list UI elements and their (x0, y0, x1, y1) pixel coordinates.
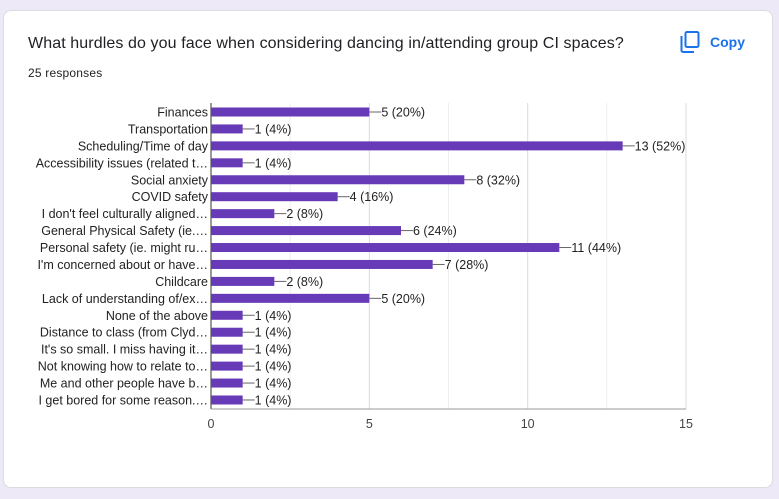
value-label: 1 (4%) (255, 309, 292, 323)
category-label: General Physical Safety (ie.… (41, 224, 208, 238)
bar (211, 276, 275, 286)
bar (211, 310, 243, 320)
value-label: 1 (4%) (255, 360, 292, 374)
category-label: Distance to class (from Clyd… (40, 326, 208, 340)
question-title: What hurdles do you face when considerin… (28, 35, 624, 52)
bar (211, 344, 243, 354)
category-label: It's so small. I miss having it… (41, 343, 208, 357)
category-label: I get bored for some reason.… (38, 393, 208, 407)
value-label: 1 (4%) (255, 156, 292, 170)
copy-icon (680, 31, 700, 53)
category-label: Transportation (128, 122, 208, 136)
value-label: 11 (44%) (571, 241, 621, 255)
bar (211, 107, 370, 117)
copy-button[interactable]: Copy (676, 29, 749, 55)
category-label: Finances (157, 106, 208, 120)
category-label: Accessibility issues (related t… (36, 156, 208, 170)
value-label: 1 (4%) (255, 122, 292, 136)
value-label: 7 (28%) (445, 258, 489, 272)
bar (211, 293, 370, 303)
category-label: Lack of understanding of/ex… (42, 292, 208, 306)
bar (211, 395, 243, 405)
value-label: 13 (52%) (635, 139, 686, 153)
copy-label: Copy (710, 34, 745, 50)
value-label: 6 (24%) (413, 224, 457, 238)
x-tick-label: 10 (521, 417, 535, 431)
value-label: 8 (32%) (476, 173, 520, 187)
bar (211, 378, 243, 388)
category-label: Social anxiety (131, 173, 209, 187)
value-label: 5 (20%) (381, 106, 425, 120)
bar (211, 209, 275, 219)
value-label: 1 (4%) (255, 343, 292, 357)
category-label: I don't feel culturally aligned… (42, 207, 208, 221)
category-label: I'm concerned about or have… (37, 258, 208, 272)
bar (211, 361, 243, 371)
x-tick-label: 15 (679, 417, 693, 431)
value-label: 5 (20%) (381, 292, 425, 306)
bar (211, 327, 243, 337)
x-tick-label: 0 (208, 417, 215, 431)
bar (211, 141, 623, 151)
bar (211, 158, 243, 168)
category-label: COVID safety (132, 190, 209, 204)
bar (211, 192, 338, 202)
value-label: 4 (16%) (350, 190, 394, 204)
x-tick-label: 5 (366, 417, 373, 431)
value-label: 1 (4%) (255, 326, 292, 340)
response-count: 25 responses (28, 66, 103, 80)
category-label: Me and other people have b… (40, 377, 208, 391)
value-label: 2 (8%) (286, 275, 323, 289)
category-label: Scheduling/Time of day (78, 139, 209, 153)
bar (211, 243, 560, 253)
category-label: Childcare (155, 275, 208, 289)
bar (211, 175, 465, 185)
bar (211, 226, 401, 236)
value-label: 2 (8%) (286, 207, 323, 221)
bar (211, 259, 433, 269)
value-label: 1 (4%) (255, 393, 292, 407)
category-label: Personal safety (ie. might ru… (40, 241, 208, 255)
value-label: 1 (4%) (255, 377, 292, 391)
category-label: Not knowing how to relate to… (38, 360, 208, 374)
bar (211, 124, 243, 134)
category-label: None of the above (106, 309, 208, 323)
